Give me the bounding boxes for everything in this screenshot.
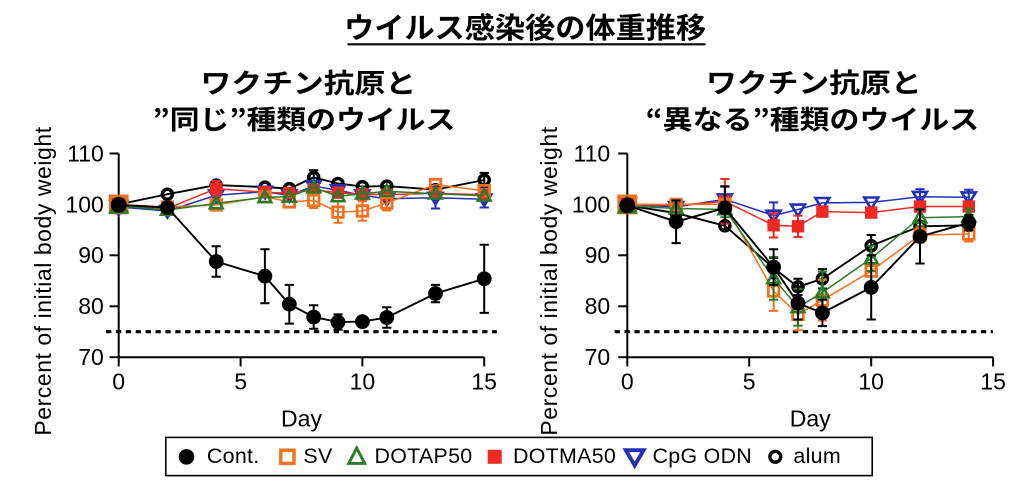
svg-text:10: 10 <box>858 368 884 394</box>
svg-text:5: 5 <box>234 368 247 394</box>
svg-text:DOTAP50: DOTAP50 <box>375 444 473 468</box>
svg-text:15: 15 <box>471 368 497 394</box>
svg-text:alum: alum <box>793 444 841 468</box>
svg-text:Percent of initial body weight: Percent of initial body weight <box>536 126 562 435</box>
svg-text:110: 110 <box>67 140 104 166</box>
svg-text:110: 110 <box>574 140 611 166</box>
svg-text:70: 70 <box>78 344 104 370</box>
svg-text:100: 100 <box>572 191 610 217</box>
svg-text:80: 80 <box>585 293 611 319</box>
svg-text:0: 0 <box>112 368 125 394</box>
svg-text:5: 5 <box>743 368 756 394</box>
svg-text:10: 10 <box>350 368 376 394</box>
svg-text:Percent of initial body weight: Percent of initial body weight <box>30 126 56 435</box>
svg-text:Cont.: Cont. <box>207 444 260 468</box>
svg-text:70: 70 <box>585 344 611 370</box>
svg-text:CpG ODN: CpG ODN <box>653 444 753 468</box>
svg-text:Day: Day <box>281 406 322 432</box>
svg-text:90: 90 <box>78 242 104 268</box>
svg-text:DOTMA50: DOTMA50 <box>513 444 616 468</box>
svg-text:0: 0 <box>621 368 634 394</box>
svg-text:15: 15 <box>980 368 1006 394</box>
svg-text:Day: Day <box>790 406 831 432</box>
svg-text:SV: SV <box>303 444 333 468</box>
svg-text:100: 100 <box>65 191 103 217</box>
svg-text:80: 80 <box>78 293 104 319</box>
svg-text:90: 90 <box>585 242 611 268</box>
